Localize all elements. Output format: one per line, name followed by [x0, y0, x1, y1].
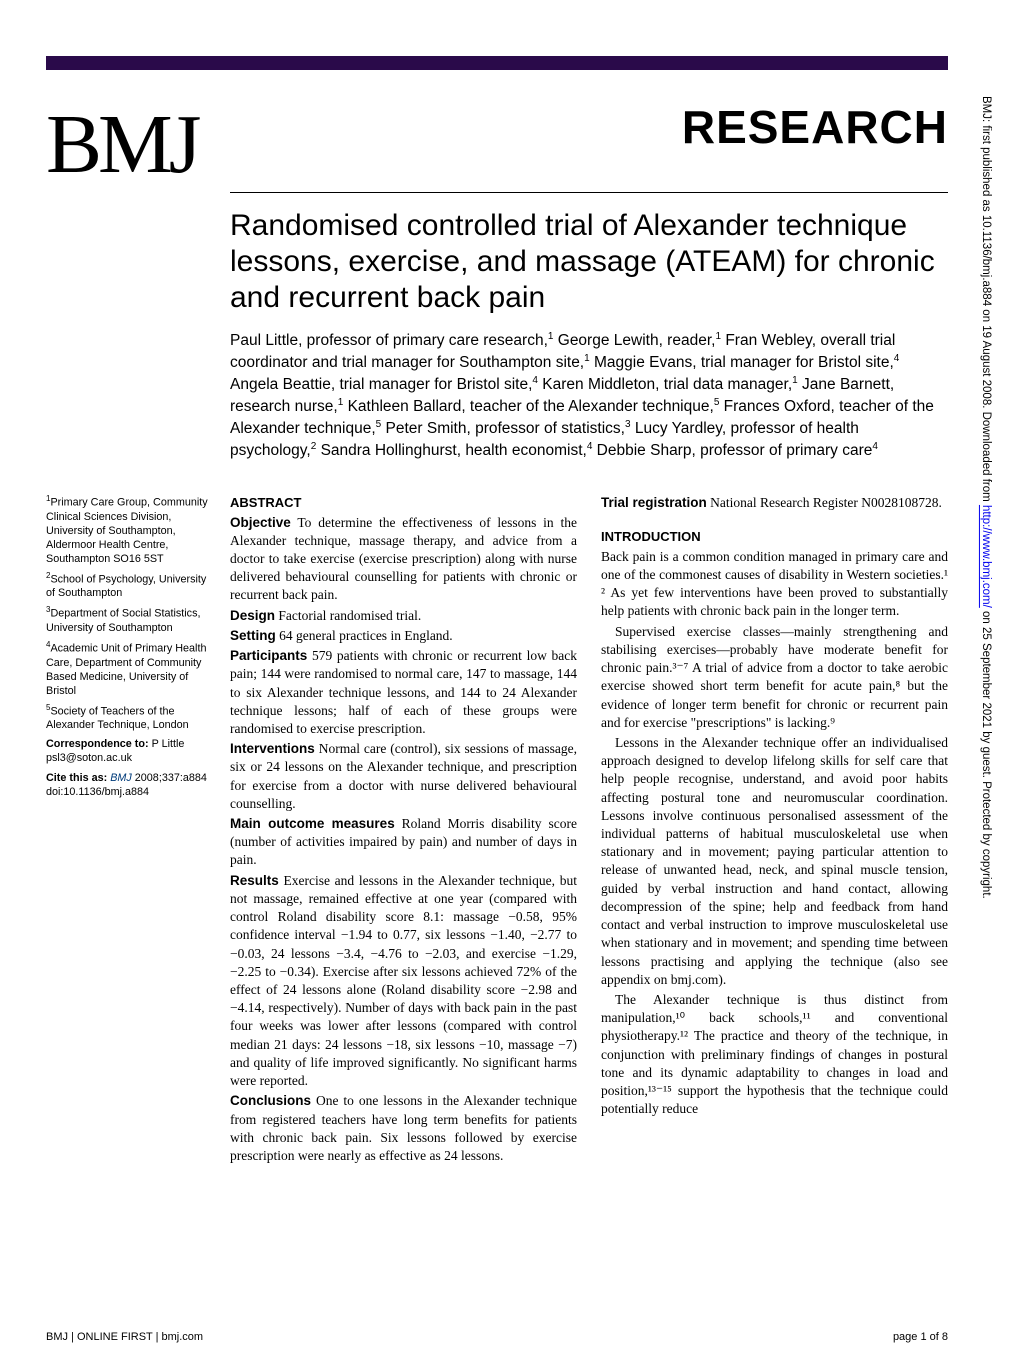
side-caption-suffix: on 25 September 2021 by guest. Protected…	[980, 608, 992, 899]
abstract-design: Design Factorial randomised trial.	[230, 607, 577, 625]
introduction-heading: INTRODUCTION	[601, 528, 948, 546]
affiliation-3: 3Department of Social Statistics, Univer…	[46, 605, 218, 635]
top-accent-bar	[46, 56, 948, 70]
abstract-results: Results Exercise and lessons in the Alex…	[230, 872, 577, 1091]
section-label: RESEARCH	[682, 100, 948, 154]
affiliations-sidebar: 1Primary Care Group, Community Clinical …	[46, 494, 218, 804]
intro-p3: Lessons in the Alexander technique offer…	[601, 734, 948, 989]
abstract-interventions: Interventions Normal care (control), six…	[230, 740, 577, 813]
side-caption-link[interactable]: http://www.bmj.com/	[980, 505, 992, 608]
title-rule	[230, 192, 948, 193]
correspondence: Correspondence to: P Littlepsl3@soton.ac…	[46, 737, 218, 765]
affiliation-1: 1Primary Care Group, Community Clinical …	[46, 494, 218, 566]
trial-registration: Trial registration National Research Reg…	[601, 494, 948, 512]
author-list: Paul Little, professor of primary care r…	[230, 330, 948, 462]
spacer	[601, 514, 948, 528]
side-provenance-caption: BMJ: first published as 10.1136/bmj.a884…	[974, 96, 992, 1296]
abstract-heading: ABSTRACT	[230, 494, 577, 512]
citation: Cite this as: BMJ 2008;337:a884doi:10.11…	[46, 771, 218, 799]
footer-right: page 1 of 8	[893, 1331, 948, 1343]
footer-left: BMJ | ONLINE FIRST | bmj.com	[46, 1331, 203, 1343]
body-columns: ABSTRACT Objective To determine the effe…	[230, 494, 948, 1167]
journal-logo: BMJ	[46, 96, 197, 193]
affiliation-4: 4Academic Unit of Primary Health Care, D…	[46, 640, 218, 698]
abstract-objective: Objective To determine the effectiveness…	[230, 514, 577, 605]
article-title: Randomised controlled trial of Alexander…	[230, 208, 948, 316]
intro-p4: The Alexander technique is thus distinct…	[601, 991, 948, 1119]
intro-p2: Supervised exercise classes—mainly stren…	[601, 623, 948, 732]
right-column: Trial registration National Research Reg…	[601, 494, 948, 1167]
abstract-participants: Participants 579 patients with chronic o…	[230, 647, 577, 738]
side-caption-prefix: BMJ: first published as 10.1136/bmj.a884…	[980, 96, 992, 505]
affiliation-2: 2School of Psychology, University of Sou…	[46, 571, 218, 601]
left-column: ABSTRACT Objective To determine the effe…	[230, 494, 577, 1167]
abstract-outcomes: Main outcome measures Roland Morris disa…	[230, 815, 577, 870]
abstract-setting: Setting 64 general practices in England.	[230, 627, 577, 645]
abstract-conclusions: Conclusions One to one lessons in the Al…	[230, 1092, 577, 1165]
affiliation-5: 5Society of Teachers of the Alexander Te…	[46, 703, 218, 733]
page-footer: BMJ | ONLINE FIRST | bmj.com page 1 of 8	[46, 1331, 948, 1343]
intro-p1: Back pain is a common condition managed …	[601, 548, 948, 621]
